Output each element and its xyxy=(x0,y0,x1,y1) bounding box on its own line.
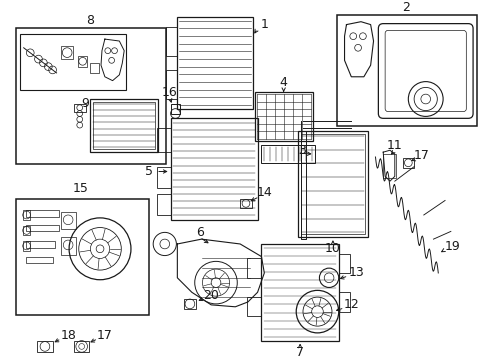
Text: 13: 13 xyxy=(348,266,364,279)
Bar xyxy=(93,102,155,149)
Bar xyxy=(262,244,339,341)
Bar xyxy=(74,104,86,112)
Bar xyxy=(157,167,171,188)
Bar xyxy=(25,210,59,217)
Bar xyxy=(255,92,313,140)
Bar xyxy=(37,341,53,352)
Text: 2: 2 xyxy=(402,1,410,14)
Text: 14: 14 xyxy=(256,186,272,199)
Text: 16: 16 xyxy=(162,86,177,99)
Bar xyxy=(298,131,368,237)
Bar xyxy=(240,199,252,208)
Bar xyxy=(16,28,166,164)
Bar xyxy=(262,145,315,163)
Bar xyxy=(90,63,99,73)
Bar xyxy=(90,99,158,152)
Text: 3: 3 xyxy=(298,144,306,157)
Bar xyxy=(25,241,54,248)
Text: 11: 11 xyxy=(387,139,403,152)
Bar xyxy=(166,70,177,99)
Bar xyxy=(337,15,477,126)
Text: 6: 6 xyxy=(196,226,203,239)
Bar xyxy=(402,158,414,168)
Text: 4: 4 xyxy=(280,76,288,89)
Text: 17: 17 xyxy=(414,149,430,162)
Text: 1: 1 xyxy=(260,18,268,31)
Bar xyxy=(171,104,180,113)
Text: 19: 19 xyxy=(445,240,461,253)
Text: 8: 8 xyxy=(86,14,95,27)
Bar xyxy=(20,34,126,90)
Bar xyxy=(23,241,30,251)
Bar xyxy=(247,297,262,316)
Text: 5: 5 xyxy=(146,165,153,178)
Text: 15: 15 xyxy=(73,183,89,195)
Bar xyxy=(177,17,253,109)
Bar xyxy=(61,237,76,255)
Text: 20: 20 xyxy=(203,289,219,302)
Bar xyxy=(247,258,262,278)
Bar xyxy=(383,154,396,178)
Bar xyxy=(74,341,89,352)
Bar xyxy=(339,292,350,312)
Bar xyxy=(157,128,171,152)
Text: 10: 10 xyxy=(325,242,341,255)
Text: 18: 18 xyxy=(60,329,76,342)
Bar xyxy=(78,55,88,67)
Bar xyxy=(61,46,73,59)
Text: 7: 7 xyxy=(296,346,304,359)
Bar xyxy=(23,226,30,235)
Text: 9: 9 xyxy=(82,97,90,110)
Text: 17: 17 xyxy=(97,329,113,342)
Bar xyxy=(184,299,196,309)
Bar xyxy=(157,194,171,215)
Bar xyxy=(25,225,59,231)
Bar xyxy=(339,254,350,273)
Bar xyxy=(171,118,258,220)
Bar xyxy=(166,27,177,55)
Bar xyxy=(25,257,53,263)
Bar xyxy=(61,212,76,229)
Bar xyxy=(23,210,30,220)
Bar xyxy=(16,199,149,315)
Bar xyxy=(301,134,365,234)
Text: 12: 12 xyxy=(343,298,359,311)
